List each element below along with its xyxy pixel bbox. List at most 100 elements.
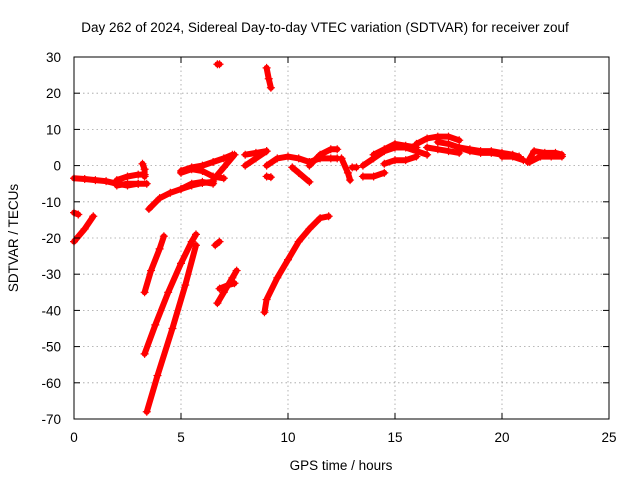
data-point	[89, 212, 98, 221]
data-point	[391, 139, 399, 148]
data-point	[123, 172, 132, 181]
y-tick-label: -60	[41, 376, 61, 391]
data-point	[219, 154, 228, 163]
data-point	[147, 266, 156, 275]
data-point	[159, 232, 168, 241]
data-point	[74, 210, 83, 219]
y-tick-label: 20	[46, 86, 61, 101]
data-point	[358, 161, 367, 170]
y-tick-label: 0	[53, 159, 61, 174]
data-point	[140, 288, 149, 297]
data-point	[140, 165, 149, 174]
data-point	[155, 244, 164, 253]
data-point	[209, 157, 218, 166]
data-point	[343, 168, 352, 177]
data-point	[177, 259, 185, 268]
series-track-31	[526, 153, 565, 165]
data-point	[123, 179, 132, 188]
data-point	[219, 174, 228, 183]
data-point	[444, 132, 453, 141]
data-point	[191, 241, 200, 250]
data-point	[198, 161, 207, 170]
data-point	[433, 145, 442, 154]
data-point	[80, 174, 89, 183]
data-point	[153, 371, 162, 380]
data-point	[213, 299, 222, 308]
data-point	[423, 143, 432, 152]
data-point	[337, 154, 346, 163]
x-tick-label: 15	[387, 430, 402, 445]
data-point	[380, 159, 389, 168]
y-tick-label: -30	[41, 267, 61, 282]
data-point	[155, 194, 164, 203]
y-tick-label: -10	[41, 195, 61, 210]
series-track-24	[381, 153, 420, 167]
data-point	[487, 147, 496, 156]
data-point	[294, 154, 303, 163]
axis-ticks	[73, 56, 610, 420]
data-point	[80, 224, 89, 233]
data-point	[241, 161, 250, 170]
data-point	[465, 145, 474, 154]
data-point	[215, 60, 224, 69]
data-point	[333, 145, 342, 154]
data-point	[423, 150, 432, 159]
data-point	[305, 224, 314, 233]
series-track-8	[178, 178, 217, 193]
y-axis-label: SDTVAR / TECUs	[6, 184, 21, 293]
data-point	[230, 150, 239, 159]
y-tick-label: -20	[41, 231, 61, 246]
chart-title: Day 262 of 2024, Sidereal Day-to-day VTE…	[81, 20, 569, 35]
x-tick-labels: 0 5 10 15 20 25	[70, 430, 616, 445]
y-tick-label: -50	[41, 340, 61, 355]
data-point	[224, 281, 233, 290]
series-track-2	[113, 171, 148, 184]
data-point	[187, 179, 196, 188]
x-tick-label: 5	[177, 430, 185, 445]
data-point	[232, 266, 241, 275]
x-tick-label: 0	[70, 430, 78, 445]
data-point	[138, 159, 147, 168]
data-point	[346, 176, 355, 185]
data-point	[305, 157, 314, 166]
y-tick-label: -70	[41, 412, 61, 427]
grid-lines	[74, 57, 609, 419]
data-point	[380, 168, 389, 177]
data-point	[251, 148, 260, 157]
data-point	[209, 176, 218, 185]
data-point	[369, 150, 378, 159]
data-point	[369, 172, 378, 181]
data-point	[266, 173, 275, 182]
data-point	[142, 407, 151, 416]
data-point	[181, 281, 190, 290]
data-point	[316, 214, 325, 223]
data-point	[230, 279, 239, 288]
data-point	[391, 156, 399, 165]
data-point	[102, 177, 111, 186]
data-point	[260, 308, 269, 317]
series-track-26	[424, 144, 463, 156]
data-point	[547, 152, 556, 161]
data-point	[380, 145, 389, 154]
data-point	[508, 152, 517, 161]
y-tick-label: 30	[46, 50, 61, 65]
data-point	[166, 188, 175, 197]
data-point	[140, 349, 149, 358]
data-point	[412, 139, 421, 148]
data-point	[262, 172, 271, 181]
data-point	[525, 157, 534, 166]
data-point	[316, 154, 325, 163]
x-axis-label: GPS time / hours	[290, 458, 393, 473]
series-track-38	[261, 213, 332, 316]
data-point	[215, 284, 224, 293]
data-point	[455, 143, 464, 152]
series-track-37	[216, 280, 238, 292]
x-tick-label: 25	[601, 430, 616, 445]
data-point	[294, 237, 303, 246]
data-point	[164, 288, 173, 297]
series-track-3	[113, 180, 150, 189]
data-point	[264, 74, 273, 83]
data-point	[262, 161, 271, 170]
data-point	[241, 150, 250, 159]
data-point	[228, 273, 237, 282]
